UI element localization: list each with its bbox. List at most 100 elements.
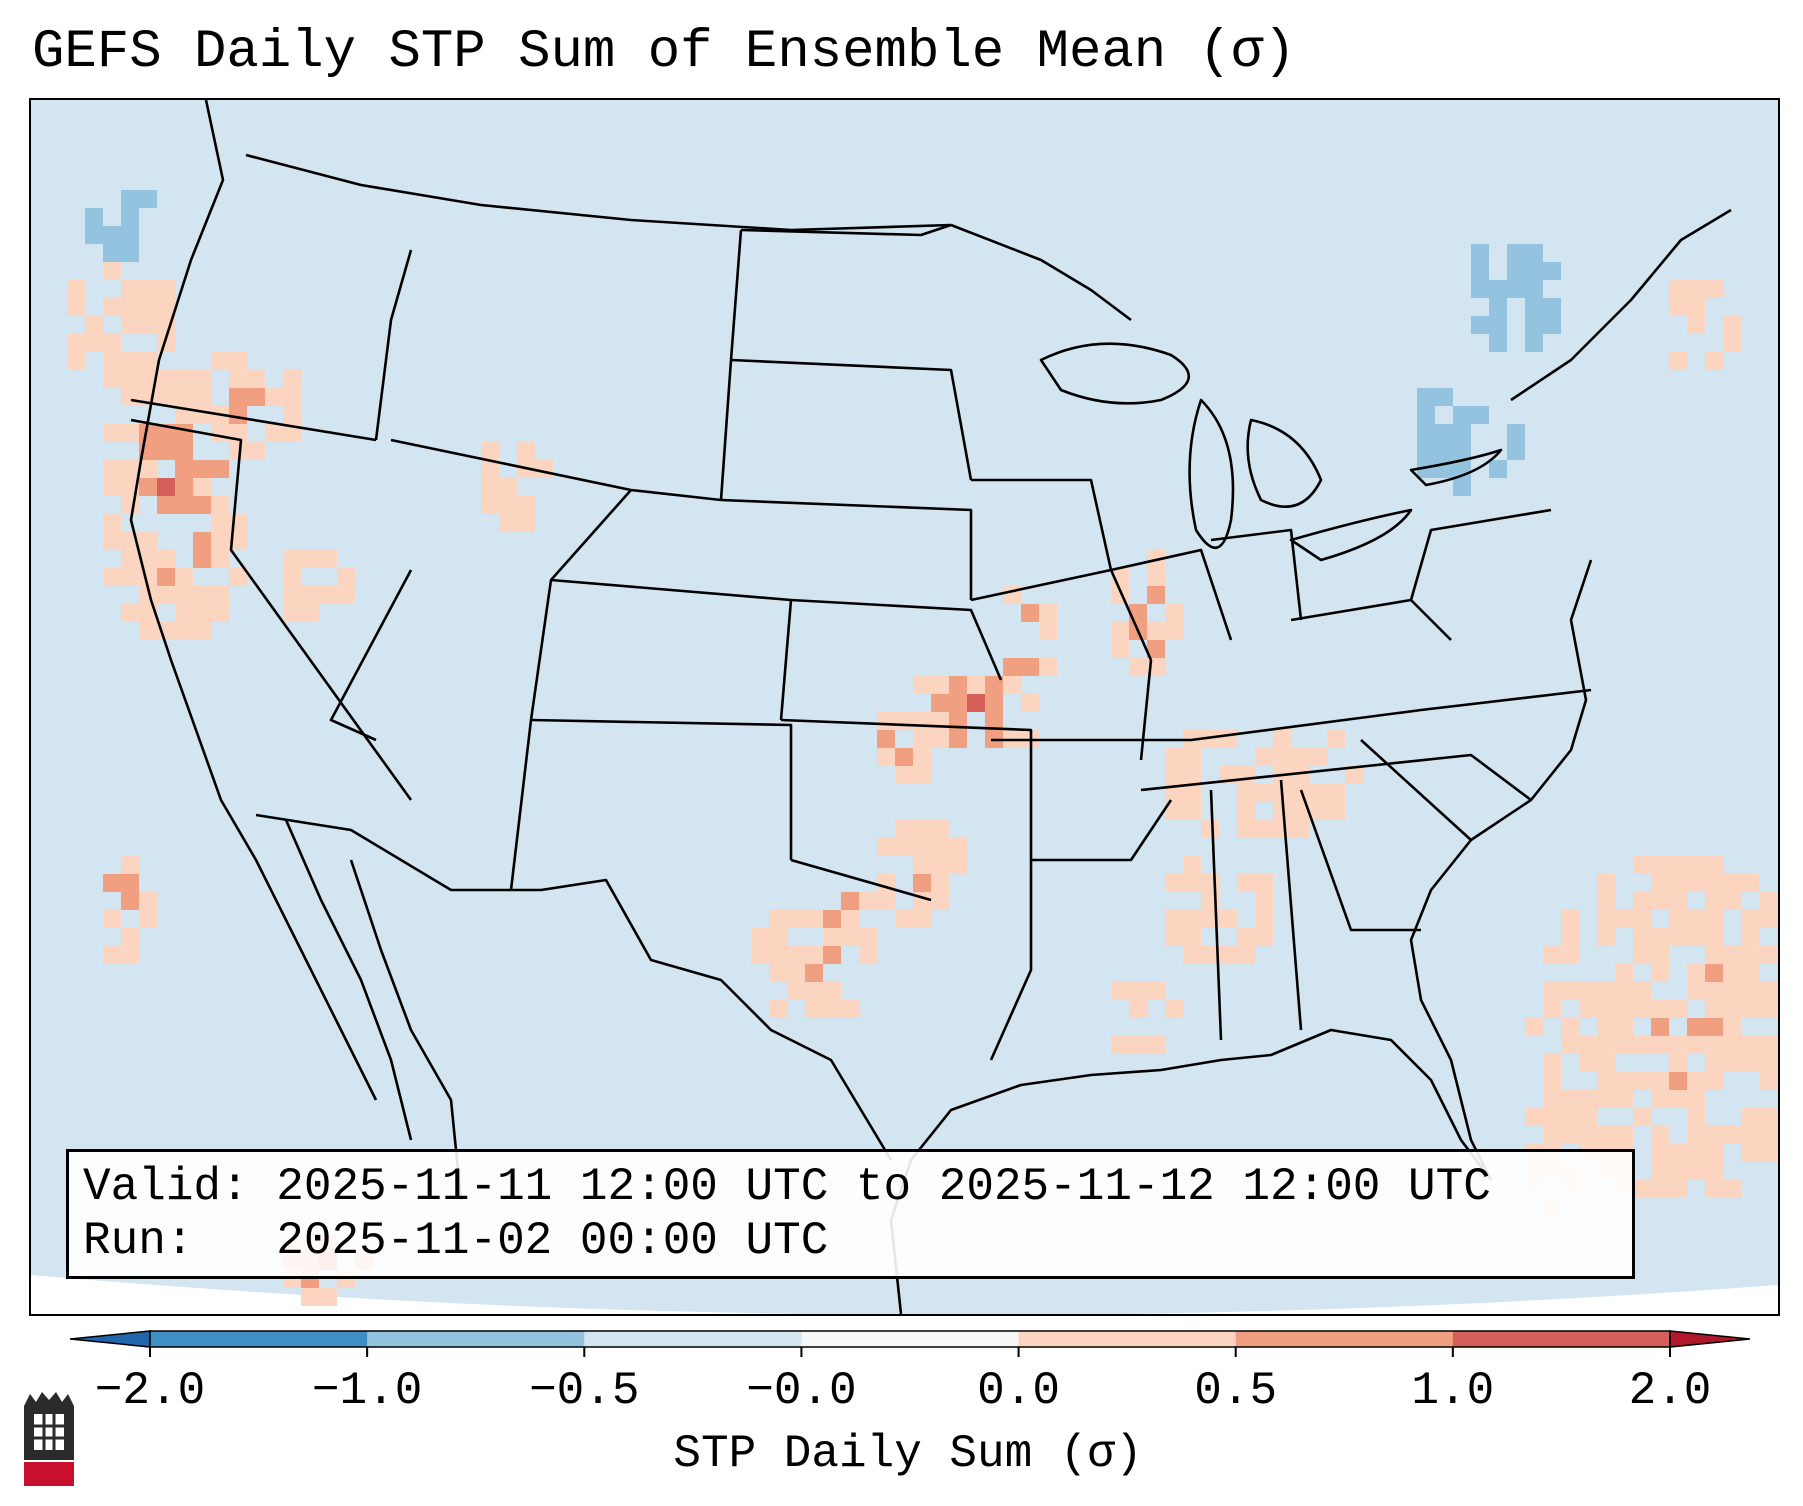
anomaly-cell: [1597, 1000, 1615, 1018]
anomaly-cell: [1687, 1144, 1705, 1162]
anomaly-cell: [1165, 874, 1183, 892]
anomaly-cell: [1705, 1144, 1723, 1162]
anomaly-cell: [1741, 1108, 1759, 1126]
anomaly-cell: [1705, 946, 1723, 964]
anomaly-cell: [1669, 1180, 1687, 1198]
anomaly-cell: [103, 460, 121, 478]
anomaly-cell: [1507, 280, 1525, 298]
anomaly-cell: [1147, 586, 1165, 604]
anomaly-cell: [1777, 928, 1778, 946]
anomaly-cell: [157, 298, 175, 316]
anomaly-cell: [265, 388, 283, 406]
anomaly-cell: [1723, 316, 1741, 334]
anomaly-cell: [877, 748, 895, 766]
anomaly-cell: [1687, 982, 1705, 1000]
anomaly-cell: [139, 532, 157, 550]
anomaly-cell: [1705, 856, 1723, 874]
anomaly-cell: [1003, 658, 1021, 676]
colorbar-segment: [584, 1331, 802, 1347]
anomaly-cell: [103, 910, 121, 928]
anomaly-cell: [175, 568, 193, 586]
anomaly-cell: [1471, 316, 1489, 334]
anomaly-cell: [1435, 442, 1453, 460]
anomaly-cell: [283, 388, 301, 406]
anomaly-cell: [193, 388, 211, 406]
anomaly-cell: [1705, 280, 1723, 298]
anomaly-cell: [1723, 1054, 1741, 1072]
anomaly-cell: [121, 370, 139, 388]
anomaly-cell: [193, 478, 211, 496]
anomaly-cell: [1183, 928, 1201, 946]
anomaly-cell: [121, 604, 139, 622]
anomaly-cell: [1633, 1000, 1651, 1018]
colorbar-segment: [1235, 1331, 1454, 1347]
anomaly-cell: [1687, 1162, 1705, 1180]
anomaly-cell: [481, 460, 499, 478]
anomaly-cell: [1723, 334, 1741, 352]
anomaly-cell: [1669, 928, 1687, 946]
anomaly-cell: [1759, 1126, 1777, 1144]
anomaly-cell: [157, 442, 175, 460]
anomaly-cell: [1651, 1126, 1669, 1144]
anomaly-cell: [1651, 1090, 1669, 1108]
anomaly-cell: [1489, 298, 1507, 316]
anomaly-cell: [247, 442, 265, 460]
anomaly-cell: [499, 478, 517, 496]
anomaly-cell: [481, 478, 499, 496]
anomaly-cell: [1651, 1018, 1669, 1036]
anomaly-cell: [859, 892, 877, 910]
anomaly-cell: [1507, 244, 1525, 262]
anomaly-cell: [121, 244, 139, 262]
anomaly-cell: [1651, 1036, 1669, 1054]
colorbar-segments: [70, 1330, 1750, 1348]
anomaly-cell: [1651, 964, 1669, 982]
anomaly-cell: [517, 514, 535, 532]
anomaly-cell: [787, 946, 805, 964]
anomaly-cell: [1579, 1036, 1597, 1054]
anomaly-cell: [139, 478, 157, 496]
anomaly-cell: [805, 910, 823, 928]
anomaly-cell: [1705, 1180, 1723, 1198]
anomaly-cell: [1543, 1072, 1561, 1090]
anomaly-cell: [1687, 910, 1705, 928]
anomaly-cell: [103, 946, 121, 964]
anomaly-cell: [823, 928, 841, 946]
colorbar-tick-label: −2.0: [94, 1365, 206, 1417]
anomaly-cell: [175, 460, 193, 478]
anomaly-cell: [1201, 820, 1219, 838]
anomaly-cell: [787, 982, 805, 1000]
anomaly-cell: [1165, 748, 1183, 766]
anomaly-cell: [1705, 1000, 1723, 1018]
anomaly-cell: [1777, 1108, 1778, 1126]
anomaly-cell: [1237, 820, 1255, 838]
anomaly-cell: [1705, 1072, 1723, 1090]
anomaly-cell: [139, 352, 157, 370]
anomaly-cell: [1723, 1018, 1741, 1036]
anomaly-cell: [193, 604, 211, 622]
anomaly-cell: [319, 1288, 337, 1306]
anomaly-cell: [139, 622, 157, 640]
anomaly-cell: [931, 694, 949, 712]
anomaly-cell: [1705, 1162, 1723, 1180]
anomaly-cell: [1525, 334, 1543, 352]
anomaly-cell: [265, 424, 283, 442]
anomaly-cell: [1741, 928, 1759, 946]
anomaly-cell: [1327, 802, 1345, 820]
anomaly-cell: [1471, 406, 1489, 424]
anomaly-cell: [1561, 982, 1579, 1000]
anomaly-cell: [1111, 1036, 1129, 1054]
anomaly-cell: [877, 712, 895, 730]
anomaly-cell: [949, 730, 967, 748]
colorbar-tick-label: 0.5: [1194, 1365, 1278, 1417]
anomaly-cell: [121, 298, 139, 316]
anomaly-cell: [1705, 964, 1723, 982]
anomaly-cell: [1669, 1162, 1687, 1180]
anomaly-cell: [1111, 640, 1129, 658]
anomaly-cell: [85, 316, 103, 334]
anomaly-cell: [1543, 298, 1561, 316]
anomaly-cell: [1165, 784, 1183, 802]
anomaly-cell: [103, 568, 121, 586]
anomaly-cell: [1255, 910, 1273, 928]
colorbar-segment: [1452, 1331, 1671, 1347]
anomaly-cell: [103, 874, 121, 892]
